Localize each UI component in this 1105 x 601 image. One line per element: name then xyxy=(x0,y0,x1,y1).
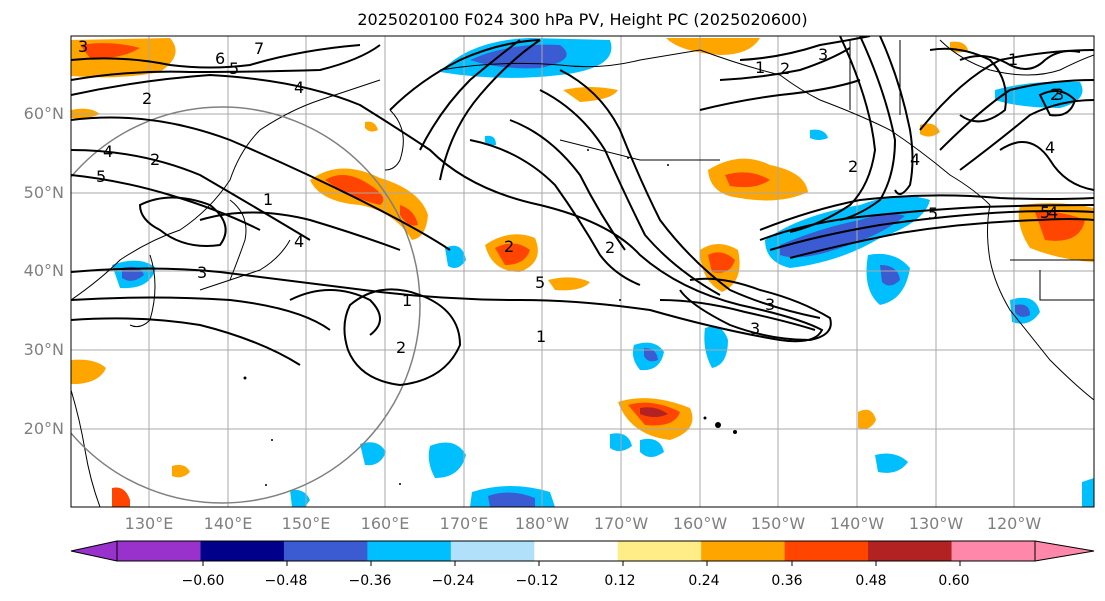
contour-label: 4 xyxy=(294,78,304,97)
contour-label: 2 xyxy=(504,237,514,256)
colorbar-label: −0.36 xyxy=(348,573,392,589)
lat-label-40n: 40°N xyxy=(23,261,64,280)
map-title: 2025020100 F024 300 hPa PV, Height PC (2… xyxy=(357,10,808,29)
contour-label-group: 6 7 5 4 3 2 1 2 3 4 5 2 1 5 3 1 2 3 4 2 … xyxy=(78,37,1064,357)
range-circle xyxy=(71,106,421,504)
height-contours xyxy=(71,36,1094,387)
colorbar-label: 0.60 xyxy=(938,573,970,589)
contour-label: 1 xyxy=(1008,50,1018,69)
contour-label: 4 xyxy=(294,232,304,251)
colorbar-cell xyxy=(617,541,702,561)
colorbar-cell xyxy=(868,541,953,561)
contour-label: 3 xyxy=(750,319,760,338)
colorbar-cell xyxy=(71,541,201,561)
contour-label: 2 xyxy=(605,238,615,257)
contour-label: 2 xyxy=(1050,85,1060,104)
lon-label: 180°W xyxy=(514,514,570,533)
lat-label-60n: 60°N xyxy=(23,104,64,123)
colorbar-cell xyxy=(951,541,1094,561)
contour-label: 1 xyxy=(402,291,412,310)
colorbar-cell xyxy=(367,541,452,561)
contour-label: 3 xyxy=(78,37,88,56)
lon-label: 160°W xyxy=(672,514,728,533)
contour-label: 2 xyxy=(150,150,160,169)
contour-label: 3 xyxy=(197,263,207,282)
contour-label: 2 xyxy=(142,89,152,108)
contour-label: 5 xyxy=(96,167,106,186)
lat-label-50n: 50°N xyxy=(23,183,64,202)
colorbar-cell xyxy=(450,541,535,561)
coastlines xyxy=(71,39,1094,507)
graticule xyxy=(71,36,1094,507)
colorbar-label: −0.48 xyxy=(264,573,308,589)
colorbar-cell xyxy=(200,541,285,561)
colorbar-label: −0.24 xyxy=(431,573,475,589)
contour-label: 4 xyxy=(910,150,920,169)
colorbar-label: 0.48 xyxy=(855,573,887,589)
contour-label: 2 xyxy=(396,338,406,357)
colorbar-label: 0.24 xyxy=(688,573,720,589)
contour-label: 2 xyxy=(780,59,790,78)
contour-label: 3 xyxy=(765,295,775,314)
contour-label: 2 xyxy=(848,157,858,176)
contour-label: 5 xyxy=(928,204,938,223)
contour-label: 4 xyxy=(1045,138,1055,157)
lon-label: 140°W xyxy=(829,514,885,533)
contour-label: 1 xyxy=(755,58,765,77)
colorbar-cell xyxy=(784,541,869,561)
lon-label: 130°E xyxy=(124,514,174,533)
islands xyxy=(243,149,737,486)
colorbar-label: −0.12 xyxy=(515,573,559,589)
contour-label: 1 xyxy=(263,190,273,209)
lon-label: 170°E xyxy=(439,514,489,533)
map-frame xyxy=(70,35,1095,508)
colorbar xyxy=(70,540,1095,566)
colorbar-cell xyxy=(283,541,368,561)
colorbar-cell xyxy=(534,541,619,561)
lon-label: 160°E xyxy=(360,514,410,533)
lon-label: 120°W xyxy=(986,514,1042,533)
colorbar-label: 0.12 xyxy=(604,573,636,589)
colorbar-cell xyxy=(701,541,786,561)
colorbar-right-arrow xyxy=(1034,540,1095,562)
colorbar-label: −0.60 xyxy=(181,573,225,589)
colorbar-label: 0.36 xyxy=(771,573,803,589)
lon-label: 150°W xyxy=(750,514,806,533)
lon-label: 150°E xyxy=(281,514,331,533)
contour-label: 6 xyxy=(215,49,225,68)
lat-label-30n: 30°N xyxy=(23,340,64,359)
contour-label: 3 xyxy=(818,45,828,64)
lat-label-20n: 20°N xyxy=(23,419,64,438)
contour-label: 4 xyxy=(1048,203,1058,222)
contour-label: 5 xyxy=(535,273,545,292)
contour-label: 5 xyxy=(229,59,239,78)
lon-label: 130°W xyxy=(908,514,964,533)
lon-label: 170°W xyxy=(593,514,649,533)
contour-label: 3 xyxy=(1054,85,1064,104)
contour-label: 7 xyxy=(254,39,264,58)
contour-label: 4 xyxy=(103,142,113,161)
contour-label: 1 xyxy=(536,327,546,346)
lon-label: 140°E xyxy=(203,514,253,533)
colorbar-frame xyxy=(116,540,1036,562)
colorbar-left-arrow xyxy=(70,540,118,562)
contour-label: 5 xyxy=(1040,203,1050,222)
